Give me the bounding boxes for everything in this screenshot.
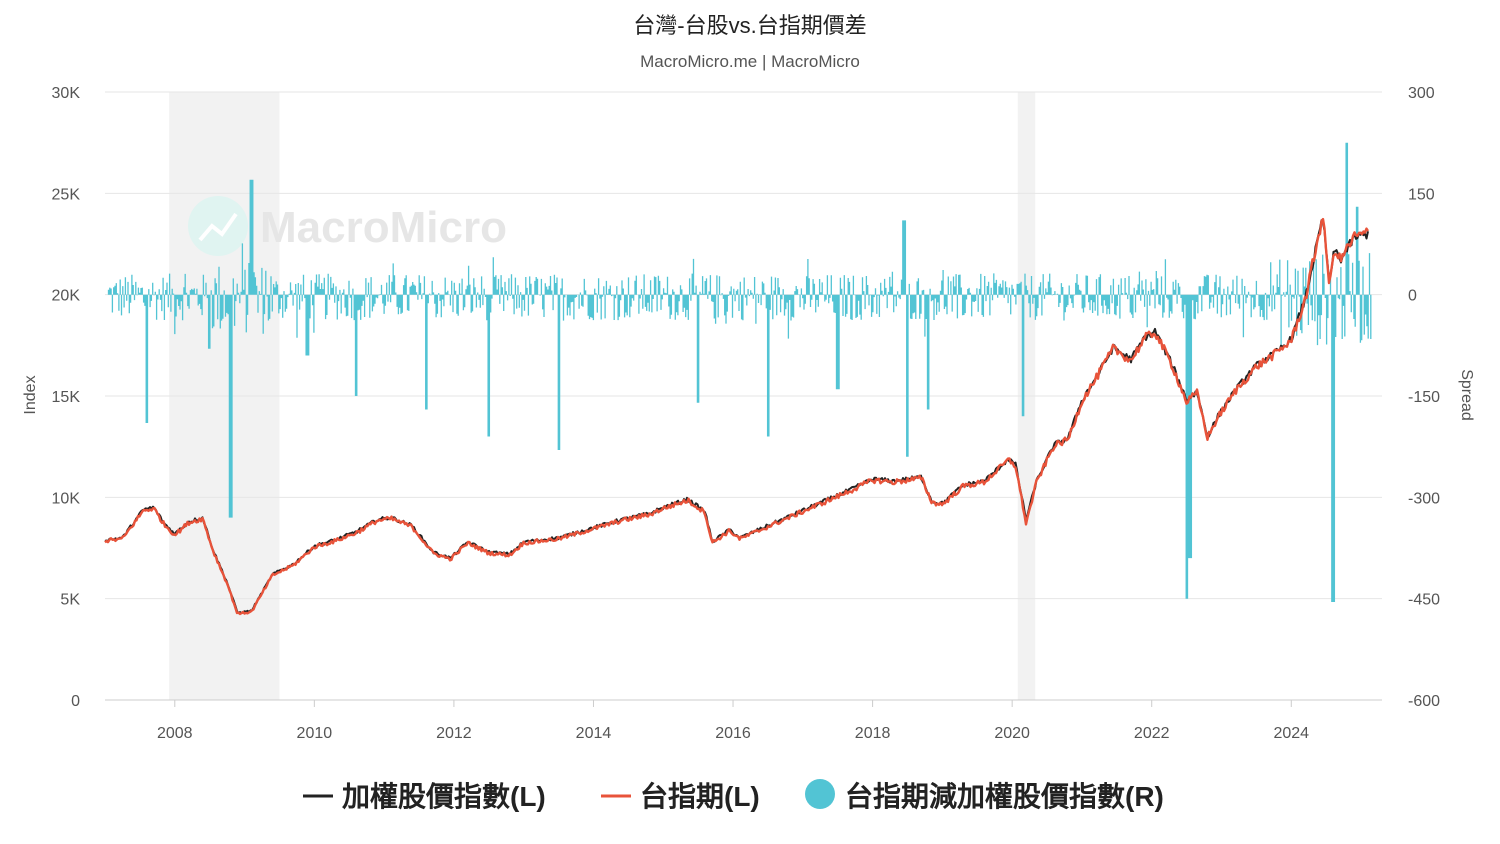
gridlines — [105, 91, 1382, 600]
right-tick-label: -450 — [1408, 592, 1440, 609]
left-axis-title: Index — [22, 375, 39, 414]
series-futures-line — [104, 217, 1370, 616]
legend-item-taiex[interactable]: 加權股價指數(L) — [303, 781, 546, 812]
legend-dot-spread-icon — [805, 779, 835, 809]
legend-item-spread[interactable]: 台指期減加權股價指數(R) — [805, 779, 1164, 812]
right-tick-label: -300 — [1408, 490, 1440, 507]
watermark-logo-icon — [188, 196, 248, 256]
chart-title: 台灣-台股vs.台指期價差 — [633, 13, 866, 38]
left-tick-label: 30K — [52, 85, 81, 102]
x-tick-label: 2016 — [715, 725, 751, 742]
legend: 加權股價指數(L) 台指期(L) 台指期減加權股價指數(R) — [303, 779, 1164, 812]
x-axis-ticks: 2008 2010 2012 2014 2016 2018 2020 2022 2024 — [157, 700, 1309, 742]
legend-item-futures[interactable]: 台指期(L) — [601, 780, 760, 812]
right-tick-label: 0 — [1408, 288, 1417, 305]
x-tick-label: 2014 — [576, 725, 612, 742]
right-axis-ticks: -600 -450 -300 -150 0 150 300 — [1408, 85, 1440, 710]
x-tick-label: 2010 — [297, 725, 333, 742]
series-taiex-line — [104, 219, 1369, 614]
right-tick-label: -150 — [1408, 389, 1440, 406]
right-tick-label: 300 — [1408, 85, 1435, 102]
left-tick-label: 10K — [52, 490, 81, 507]
legend-label-futures: 台指期(L) — [640, 780, 760, 812]
left-tick-label: 25K — [52, 186, 81, 203]
watermark-trend-icon — [198, 212, 238, 242]
right-tick-label: 150 — [1408, 186, 1435, 203]
chart-subtitle: MacroMicro.me | MacroMicro — [640, 52, 860, 71]
series-spread — [107, 142, 1372, 602]
right-tick-label: -600 — [1408, 693, 1440, 710]
left-axis-ticks: 0 5K 10K 15K 20K 25K 30K — [52, 85, 81, 710]
x-tick-label: 2012 — [436, 725, 472, 742]
x-tick-label: 2020 — [994, 725, 1030, 742]
left-tick-label: 0 — [71, 693, 80, 710]
legend-label-spread: 台指期減加權股價指數(R) — [845, 780, 1164, 812]
left-tick-label: 5K — [60, 592, 80, 609]
right-axis-title: Spread — [1458, 369, 1475, 421]
x-tick-label: 2008 — [157, 725, 193, 742]
left-tick-label: 20K — [52, 288, 81, 305]
watermark: MacroMicro — [188, 196, 507, 256]
legend-label-taiex: 加權股價指數(L) — [342, 781, 546, 812]
index-lines — [104, 217, 1370, 616]
watermark-text: MacroMicro — [260, 203, 507, 252]
x-tick-label: 2022 — [1134, 725, 1170, 742]
left-tick-label: 15K — [52, 389, 81, 406]
x-tick-label: 2018 — [855, 725, 891, 742]
spread-bar — [107, 142, 1372, 602]
x-tick-label: 2024 — [1273, 725, 1309, 742]
